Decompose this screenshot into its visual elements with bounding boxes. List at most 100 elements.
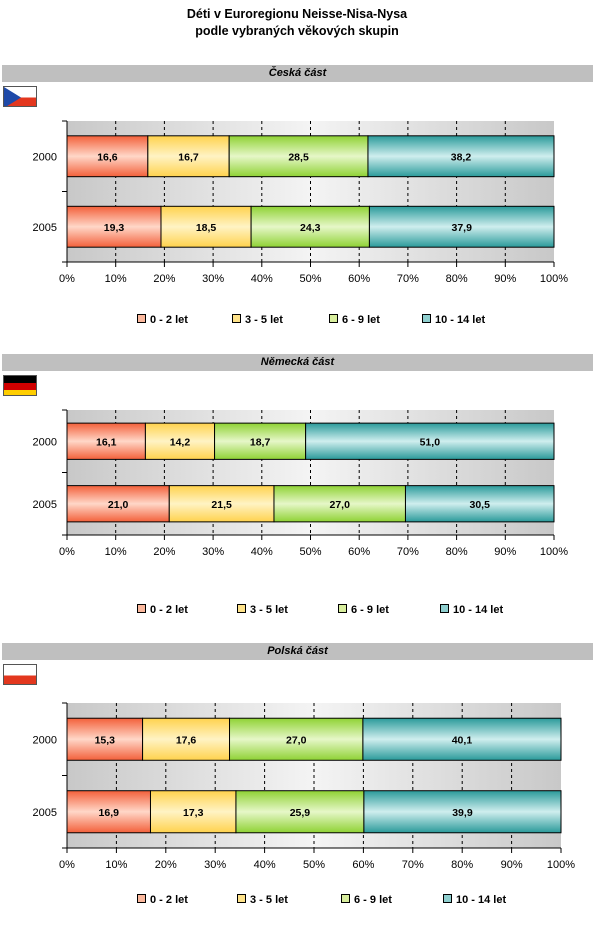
bar-value-label: 21,0 bbox=[108, 499, 129, 511]
bar-value-label: 27,0 bbox=[330, 499, 351, 511]
x-tick-label: 10% bbox=[105, 859, 127, 871]
bar-segment bbox=[305, 422, 555, 460]
x-tick-label: 10% bbox=[105, 273, 127, 285]
legend-swatch bbox=[422, 314, 431, 323]
bar-value-label: 25,9 bbox=[290, 807, 311, 819]
x-tick-label: 80% bbox=[446, 273, 468, 285]
legend-item: 10 - 14 let bbox=[443, 894, 506, 906]
x-tick-label: 0% bbox=[59, 273, 75, 285]
legend-item: 10 - 14 let bbox=[440, 604, 503, 616]
bar-value-label: 19,3 bbox=[104, 222, 125, 234]
legend-swatch bbox=[443, 894, 452, 903]
bar-value-label: 39,9 bbox=[452, 807, 473, 819]
x-tick-label: 80% bbox=[446, 546, 468, 558]
bar-segment bbox=[235, 790, 365, 834]
x-tick-label: 30% bbox=[204, 859, 226, 871]
bar-value-label: 37,9 bbox=[451, 222, 472, 234]
legend-swatch bbox=[137, 314, 146, 323]
legend-swatch bbox=[329, 314, 338, 323]
legend-label: 6 - 9 let bbox=[351, 604, 389, 616]
legend-swatch bbox=[237, 604, 246, 613]
bar-segment bbox=[160, 205, 252, 248]
bar-segment bbox=[168, 485, 275, 523]
x-tick-label: 70% bbox=[397, 273, 419, 285]
section-title: Polská část bbox=[2, 643, 593, 660]
legend-item: 0 - 2 let bbox=[137, 314, 188, 326]
chart-panel-german: Německá část 0% 10% 20% 30% 40% 50% 60% 70% 80% 9… bbox=[0, 354, 594, 634]
pl-flag-icon bbox=[3, 664, 37, 685]
bar-value-label: 51,0 bbox=[420, 436, 441, 448]
bar-segment bbox=[228, 135, 369, 178]
legend-label: 10 - 14 let bbox=[435, 314, 486, 326]
x-tick-label: 50% bbox=[303, 859, 325, 871]
x-tick-label: 90% bbox=[501, 859, 523, 871]
bar-chart-czech: 0% 10% 20% 30% 40% 50% 60% 70% 80% 90% 100% 2000 16,… bbox=[33, 120, 568, 285]
bar-value-label: 18,7 bbox=[250, 436, 271, 448]
bar-segment bbox=[66, 205, 162, 248]
bar-segment bbox=[66, 717, 144, 761]
legend-item: 3 - 5 let bbox=[237, 604, 288, 616]
x-tick-label: 60% bbox=[348, 273, 370, 285]
bar-segment bbox=[229, 717, 364, 761]
x-tick-label: 80% bbox=[451, 859, 473, 871]
section-title: Německá část bbox=[2, 354, 593, 371]
chart-panel-czech: Česká část 0% 10% 20% 30% 40% 50% 60% 70% 80% 90%… bbox=[0, 65, 594, 345]
chart-panel-polish: Polská část 0% 10% 20% 30% 40% 50% 60% 70% 80% 90… bbox=[0, 643, 594, 928]
x-tick-label: 100% bbox=[540, 546, 568, 558]
bar-value-label: 21,5 bbox=[211, 499, 232, 511]
category-label-2000: 2000 bbox=[33, 436, 57, 448]
legend-item: 6 - 9 let bbox=[338, 604, 389, 616]
x-tick-label: 20% bbox=[153, 546, 175, 558]
legend-swatch bbox=[237, 894, 246, 903]
bar-segment bbox=[273, 485, 406, 523]
legend-label: 3 - 5 let bbox=[245, 314, 283, 326]
bar-segment bbox=[149, 790, 237, 834]
x-tick-label: 100% bbox=[540, 273, 568, 285]
x-tick-label: 60% bbox=[352, 859, 374, 871]
bar-segment bbox=[147, 135, 230, 178]
chart-title-line-2: podle vybraných věkových skupin bbox=[195, 24, 399, 38]
x-tick-label: 20% bbox=[153, 273, 175, 285]
bar-segment bbox=[66, 422, 146, 460]
bar-value-label: 14,2 bbox=[170, 436, 191, 448]
bar-value-label: 24,3 bbox=[300, 222, 321, 234]
bar-value-label: 16,9 bbox=[99, 807, 120, 819]
bar-value-label: 30,5 bbox=[470, 499, 491, 511]
chart-title-line-1: Déti v Euroregionu Neisse-Nisa-Nysa bbox=[186, 7, 408, 21]
legend-item: 6 - 9 let bbox=[329, 314, 380, 326]
bar-value-label: 15,3 bbox=[95, 734, 116, 746]
legend-item: 6 - 9 let bbox=[341, 894, 392, 906]
pl-flag-graphic bbox=[4, 665, 36, 684]
x-tick-label: 90% bbox=[494, 273, 516, 285]
x-tick-label: 90% bbox=[494, 546, 516, 558]
category-label-2000: 2000 bbox=[33, 151, 57, 163]
x-tick-label: 50% bbox=[299, 546, 321, 558]
x-tick-label: 30% bbox=[202, 546, 224, 558]
legend-swatch bbox=[137, 894, 146, 903]
bar-value-label: 40,1 bbox=[452, 734, 473, 746]
x-tick-label: 60% bbox=[348, 546, 370, 558]
cz-flag-icon bbox=[3, 86, 37, 107]
legend-item: 0 - 2 let bbox=[137, 894, 188, 906]
cz-flag-graphic bbox=[4, 87, 36, 106]
bar-chart-german: 0% 10% 20% 30% 40% 50% 60% 70% 80% 90% 100% 2000 16,… bbox=[33, 409, 568, 558]
bar-segment bbox=[404, 485, 555, 523]
legend-swatch bbox=[338, 604, 347, 613]
section-title: Česká část bbox=[2, 65, 593, 82]
de-flag-graphic bbox=[4, 376, 36, 395]
category-label-2005: 2005 bbox=[33, 499, 57, 511]
de-flag-icon bbox=[3, 375, 37, 396]
legend-label: 3 - 5 let bbox=[250, 604, 288, 616]
x-tick-label: 40% bbox=[254, 859, 276, 871]
bar-segment bbox=[250, 205, 370, 248]
x-tick-label: 40% bbox=[251, 546, 273, 558]
bar-chart-polish: 0% 10% 20% 30% 40% 50% 60% 70% 80% 90% 100% 2000 15,… bbox=[33, 702, 575, 871]
bar-segment bbox=[214, 422, 307, 460]
legend-label: 3 - 5 let bbox=[250, 894, 288, 906]
legend-label: 0 - 2 let bbox=[150, 314, 188, 326]
legend-swatch bbox=[137, 604, 146, 613]
legend-swatch bbox=[440, 604, 449, 613]
bar-segment bbox=[367, 135, 555, 178]
legend-label: 0 - 2 let bbox=[150, 894, 188, 906]
bar-segment bbox=[368, 205, 555, 248]
